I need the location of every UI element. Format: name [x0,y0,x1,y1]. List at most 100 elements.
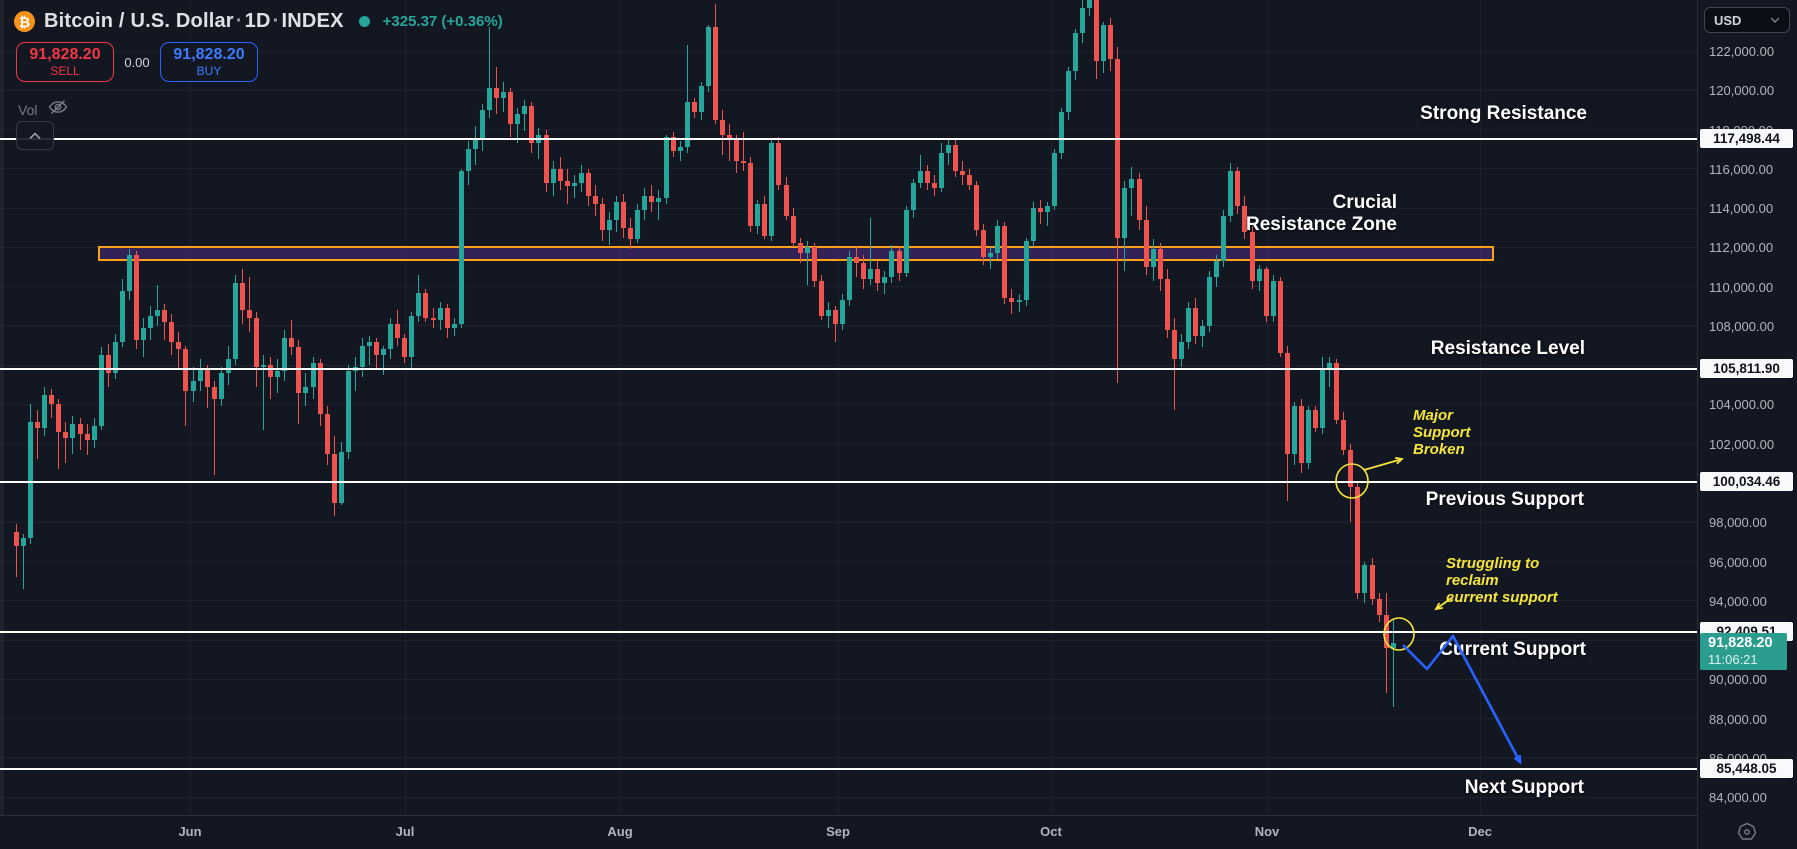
candle [49,394,54,405]
candle [169,321,174,342]
candle [21,537,26,546]
major-support-broken-note[interactable]: Major Support Broken [1413,407,1471,458]
candle-wick [743,131,744,171]
month-label-sep[interactable]: Sep [826,824,850,839]
crucial-resistance-zone[interactable] [98,246,1494,262]
candle [120,290,125,342]
crucial-resistance-zone-label[interactable]: Crucial Resistance Zone [1246,192,1397,235]
candle [1278,280,1283,354]
candle [1038,208,1043,212]
h-gridline [0,796,1697,798]
struggling-note[interactable]: Struggling to reclaim current support [1446,555,1558,606]
candle [544,135,549,183]
candle [939,153,944,189]
resistance-level-label[interactable]: Resistance Level [1430,338,1585,359]
symbol-title[interactable]: Bitcoin / U.S. Dollar · 1D · INDEX [44,10,344,33]
previous-support-line[interactable] [0,481,1697,484]
candle [713,27,718,120]
candle [854,257,859,264]
candle-wick [1131,166,1132,216]
currency-dropdown[interactable]: USD [1704,7,1790,33]
price-axis[interactable]: USD 122,000.00120,000.00118,000.00116,00… [1697,0,1797,849]
month-label-jul[interactable]: Jul [395,824,415,839]
candle [755,204,760,226]
price-tick: 88,000.00 [1709,711,1767,727]
strong-resistance-line[interactable] [0,138,1697,141]
candle [56,404,61,432]
candle [360,345,365,368]
eye-off-icon[interactable] [47,96,69,123]
candle [1207,276,1212,326]
current-support-label[interactable]: Current Support [1439,639,1586,660]
resistance-level-line[interactable] [0,367,1697,370]
price-tick: 94,000.00 [1709,593,1767,609]
candle [381,349,386,356]
candle [579,172,584,183]
buy-button[interactable]: 91,828.20 BUY [160,42,258,82]
candle [635,210,640,240]
market-status-icon[interactable] [358,16,370,27]
candle-wick [80,418,81,450]
candle [678,147,683,152]
next-support-label[interactable]: Next Support [1464,777,1584,798]
month-label-nov[interactable]: Nov [1254,824,1280,839]
candle-wick [249,276,250,332]
countdown-timer: 11:06:21 [1708,652,1758,667]
price-tick: 116,000.00 [1709,161,1774,177]
month-label-jun[interactable]: Jun [178,824,202,839]
previous-support-label[interactable]: Previous Support [1425,489,1584,510]
candle [1122,188,1127,238]
candle [699,86,704,112]
price-scale-settings-icon[interactable] [1736,821,1758,843]
candle [1320,369,1325,428]
candle-wick [87,424,88,456]
h-gridline [0,443,1697,445]
candle-wick [23,534,24,589]
candle [1264,268,1269,317]
candle-wick [383,345,384,375]
price-tick: 98,000.00 [1709,515,1767,531]
candle-wick [538,127,539,159]
candle-wick [37,410,38,460]
next-support-line[interactable] [0,767,1697,770]
month-label-oct[interactable]: Oct [1040,824,1062,839]
candle [92,426,97,440]
strong-resistance-label[interactable]: Strong Resistance [1420,103,1587,124]
sell-label: SELL [50,64,80,78]
candle [1052,153,1057,207]
candle [78,424,83,434]
candle [423,292,428,319]
candle [1186,308,1191,342]
candle [1250,231,1255,281]
candle [664,137,669,199]
v-gridline [1480,0,1481,815]
candle [494,88,499,99]
candle [1179,341,1184,360]
candle [431,318,436,320]
time-axis[interactable]: Jun Jul Aug Sep Oct Nov Dec [0,815,1697,849]
month-label-dec[interactable]: Dec [1468,824,1492,839]
candle [1045,206,1050,212]
candle [600,204,605,230]
collapse-pane-button[interactable] [16,121,54,150]
sell-button[interactable]: 91,828.20 SELL [16,42,114,82]
month-label-aug[interactable]: Aug [607,824,633,839]
candle [762,204,767,236]
current-support-line[interactable] [0,631,1697,633]
candle [480,109,485,140]
candle [28,422,33,538]
candle [155,310,160,317]
price-level-label: 105,811.90 [1700,358,1793,378]
price-level-label: 85,448.05 [1700,758,1793,778]
candle [791,215,796,244]
candle [776,143,781,185]
price-level-label: 100,034.46 [1700,472,1793,492]
candle [727,135,732,140]
interval-label[interactable]: 1D [244,10,271,32]
h-gridline [0,718,1697,720]
candle [1129,178,1134,189]
candle [784,184,789,216]
plot-area[interactable]: Strong Resistance Crucial Resistance Zone R… [0,0,1697,815]
candle [522,105,527,114]
